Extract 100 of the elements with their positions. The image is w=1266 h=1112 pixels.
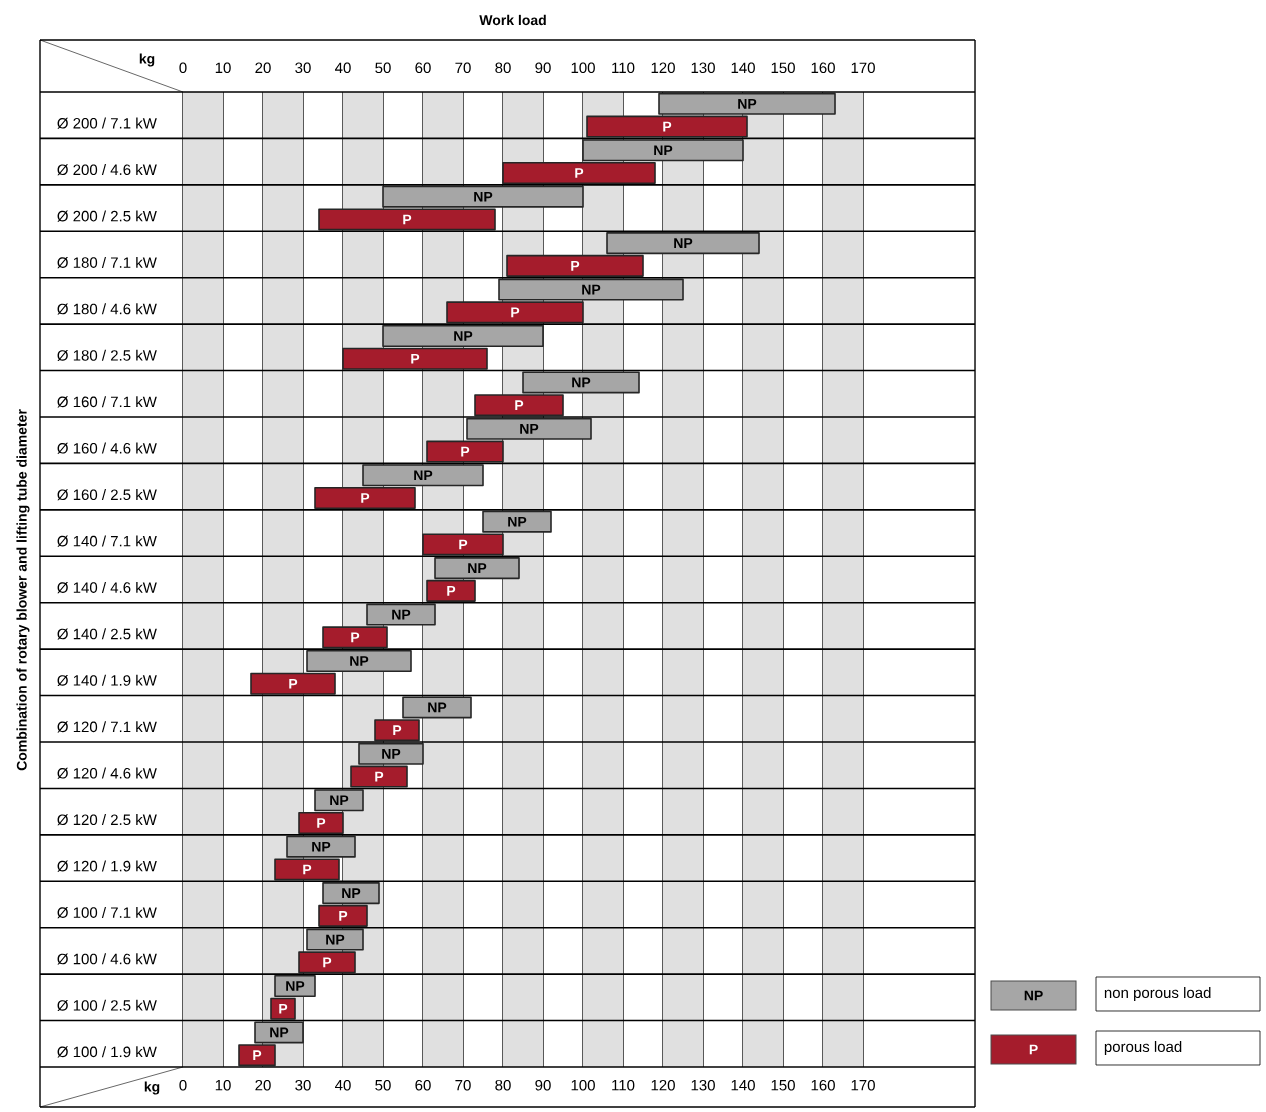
x-tick-label: 0: [179, 1079, 187, 1091]
data-label: NP: [738, 99, 757, 109]
x-tick-label: 10: [215, 1079, 231, 1091]
y-axis-title: Combination of rotary blower and lifting tube diameter: [16, 409, 30, 771]
x-tick-label: 80: [495, 1079, 511, 1091]
y-tick-label: Ø 140 / 1.9 kW: [57, 674, 157, 686]
text: non porous load: [1104, 987, 1211, 1001]
data-label: NP: [520, 424, 539, 434]
x-axis-title: kg: [144, 1081, 160, 1095]
x2-axis-title: kg: [139, 53, 155, 67]
x2-tick-label: 30: [295, 62, 311, 74]
y-tick-label: Ø 180 / 4.6 kW: [57, 303, 157, 315]
x-tick-label: 20: [255, 1079, 271, 1091]
y-tick-label: Ø 140 / 2.5 kW: [57, 628, 157, 640]
y-tick-label: Ø 120 / 7.1 kW: [57, 721, 157, 733]
text: NP: [1024, 990, 1043, 1001]
data-label: P: [663, 121, 672, 132]
x2-tick-label: 70: [455, 62, 471, 74]
y-tick-label: Ø 140 / 4.6 kW: [57, 581, 157, 594]
data-label: NP: [330, 795, 349, 806]
y-tick-label: Ø 200 / 4.6 kW: [57, 164, 157, 176]
x2-tick-label: 90: [535, 62, 551, 74]
y-tick-label: Ø 140 / 7.1 kW: [57, 535, 157, 547]
x2-tick-label: 120: [651, 62, 675, 74]
data-label: NP: [508, 516, 527, 527]
x-tick-label: 120: [651, 1079, 675, 1091]
x-tick-label: 50: [375, 1079, 391, 1091]
y-tick-label: Ø 160 / 4.6 kW: [57, 442, 157, 454]
x2-tick-label: 40: [335, 62, 351, 74]
data-label: NP: [674, 238, 693, 248]
data-label: P: [511, 307, 520, 318]
data-label: P: [303, 864, 312, 875]
data-label: P: [361, 493, 370, 503]
x2-tick-label: 110: [612, 62, 635, 74]
x2-tick-label: 160: [811, 62, 835, 74]
y-tick-label: Ø 120 / 2.5 kW: [57, 814, 157, 826]
data-label: P: [403, 214, 412, 225]
data-label: NP: [654, 145, 673, 156]
y-tick-label: Ø 100 / 4.6 kW: [57, 953, 157, 965]
y-tick-label: Ø 100 / 1.9 kW: [57, 1046, 157, 1058]
data-label: P: [351, 632, 360, 643]
data-label: NP: [382, 749, 401, 759]
data-label: NP: [454, 331, 473, 341]
data-label: P: [447, 586, 456, 596]
data-label: P: [289, 678, 298, 689]
data-label: P: [393, 725, 402, 735]
y-tick-label: Ø 100 / 7.1 kW: [57, 906, 157, 919]
data-label: P: [375, 771, 384, 782]
x2-tick-label: 50: [375, 62, 391, 74]
data-label: NP: [342, 888, 361, 898]
x2-tick-label: 170: [851, 62, 875, 74]
data-label: P: [575, 168, 584, 178]
x-tick-label: 40: [335, 1079, 351, 1091]
y-tick-label: Ø 160 / 2.5 kW: [57, 489, 157, 501]
data-label: P: [571, 261, 580, 271]
y-tick-label: Ø 180 / 7.1 kW: [57, 256, 157, 269]
x2-tick-label: 150: [771, 62, 795, 74]
data-label: NP: [414, 470, 433, 481]
x-tick-label: 60: [415, 1079, 431, 1091]
data-label: NP: [350, 656, 369, 666]
x-tick-label: 140: [731, 1079, 755, 1091]
text: porous load: [1104, 1041, 1182, 1055]
x-tick-label: 70: [455, 1079, 471, 1091]
x-tick-label: 90: [535, 1079, 551, 1091]
data-label: NP: [572, 377, 591, 388]
data-label: P: [317, 818, 326, 828]
y-tick-label: Ø 120 / 4.6 kW: [57, 767, 157, 779]
data-label: NP: [312, 841, 331, 852]
data-label: P: [323, 957, 332, 968]
data-label: NP: [474, 191, 493, 202]
x-tick-label: 170: [851, 1079, 875, 1091]
x2-tick-label: 100: [571, 62, 595, 74]
y-tick-label: Ø 180 / 2.5 kW: [57, 349, 157, 361]
data-label: P: [253, 1050, 262, 1060]
data-label: P: [459, 539, 468, 550]
y-tick-label: Ø 200 / 2.5 kW: [57, 210, 157, 222]
data-label: NP: [582, 284, 601, 295]
x-tick-label: 150: [771, 1079, 795, 1091]
x-tick-label: 130: [691, 1079, 715, 1091]
x2-tick-label: 80: [495, 62, 511, 74]
data-label: NP: [428, 702, 447, 713]
data-label: P: [411, 353, 420, 364]
y-tick-label: Ø 200 / 7.1 kW: [57, 117, 157, 129]
data-label: NP: [270, 1027, 289, 1038]
x2-tick-label: 130: [691, 62, 715, 74]
y-tick-label: Ø 160 / 7.1 kW: [57, 396, 157, 408]
x2-tick-label: 60: [415, 62, 431, 74]
x-tick-label: 160: [811, 1079, 835, 1091]
data-label: NP: [286, 981, 305, 991]
y-tick-label: Ø 100 / 2.5 kW: [57, 999, 157, 1011]
text: P: [1029, 1044, 1038, 1055]
data-label: P: [461, 446, 470, 457]
data-label: P: [515, 400, 524, 410]
data-label: NP: [326, 934, 345, 945]
y-tick-label: Ø 120 / 1.9 kW: [57, 860, 157, 872]
x-tick-label: 100: [571, 1079, 595, 1091]
data-label: NP: [392, 609, 411, 620]
x2-tick-label: 140: [731, 62, 755, 74]
chart-title: Work load: [479, 14, 546, 26]
data-label: P: [339, 911, 348, 921]
